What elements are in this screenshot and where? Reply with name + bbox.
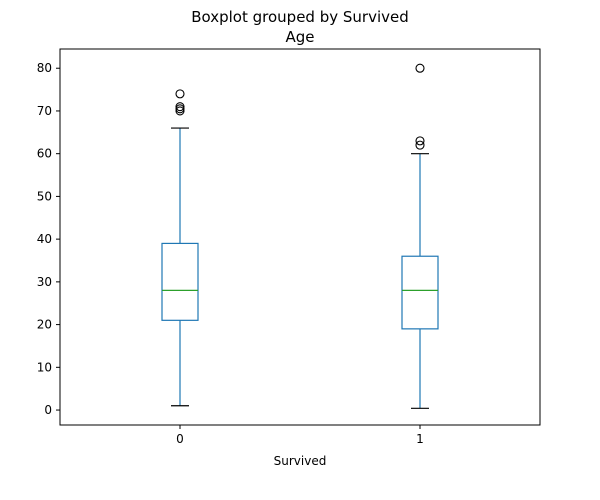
y-tick-label: 60 xyxy=(37,147,52,161)
y-tick-label: 40 xyxy=(37,232,52,246)
chart-title: Boxplot grouped by Survived xyxy=(191,8,409,26)
chart-subtitle: Age xyxy=(285,28,314,46)
outlier-point xyxy=(415,63,425,73)
box-body xyxy=(401,255,439,330)
x-tick-label: 0 xyxy=(176,432,184,446)
plot-area: 0 10 20 30 40 50 60 70 80 0 1 xyxy=(37,48,541,446)
y-tick-label: 80 xyxy=(37,61,52,75)
x-tick-label: 1 xyxy=(416,432,424,446)
outlier-point xyxy=(175,89,185,99)
y-tick-label: 70 xyxy=(37,104,52,118)
y-tick-label: 10 xyxy=(37,360,52,374)
y-tick-label: 30 xyxy=(37,275,52,289)
plot-frame xyxy=(59,48,541,426)
y-tick-label: 50 xyxy=(37,189,52,203)
outlier-point xyxy=(175,102,185,112)
box-body xyxy=(161,242,199,321)
outlier-point xyxy=(415,140,425,150)
outlier-point xyxy=(415,136,425,146)
y-tick-label: 0 xyxy=(44,403,52,417)
y-tick-label: 20 xyxy=(37,318,52,332)
x-axis-label: Survived xyxy=(274,454,327,468)
